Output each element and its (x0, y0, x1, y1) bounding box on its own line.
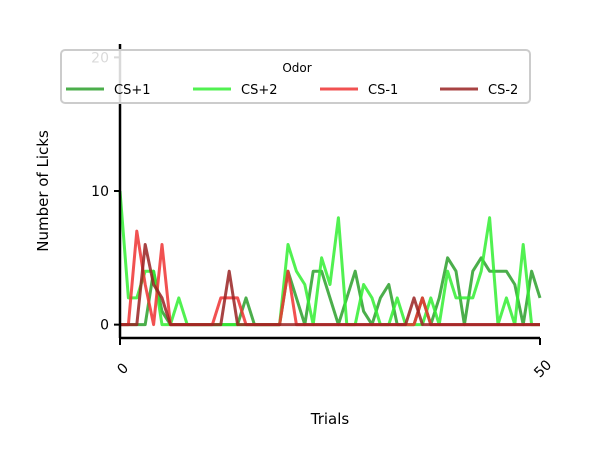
series-line-cs-2 (120, 243, 540, 327)
y-tick-label: 0 (100, 318, 109, 334)
legend-title: Odor (282, 61, 311, 75)
series-line-cs-2 (118, 190, 540, 327)
x-tick-label: 0 (114, 360, 132, 378)
y-axis-label: Number of Licks (34, 130, 52, 252)
x-axis-label: Trials (310, 410, 350, 428)
legend-label: CS+1 (114, 83, 151, 98)
legend: Odor CS+1 CS+2 CS-1 CS-2 (60, 49, 531, 104)
legend-label: CS+2 (241, 83, 278, 98)
x-tick-label: 50 (531, 357, 555, 381)
legend-label: CS-1 (368, 83, 398, 98)
plot-area (118, 190, 542, 327)
legend-box (60, 49, 531, 104)
legend-entries: CS+1 CS+2 CS-1 CS-2 (66, 83, 518, 98)
x-ticks: 0 50 (114, 338, 555, 381)
y-tick-label: 10 (91, 184, 109, 200)
legend-label: CS-2 (488, 83, 518, 98)
